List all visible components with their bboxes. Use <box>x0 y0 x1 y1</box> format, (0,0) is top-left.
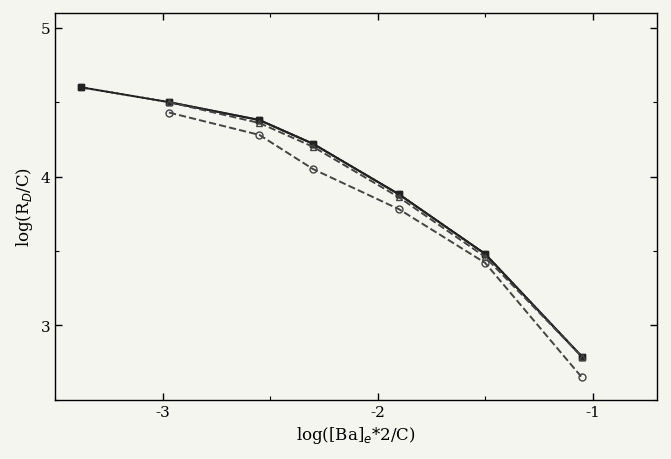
Y-axis label: log(R$_D$/C): log(R$_D$/C) <box>14 167 35 247</box>
X-axis label: log([Ba]$_e$*2/C): log([Ba]$_e$*2/C) <box>296 424 416 445</box>
